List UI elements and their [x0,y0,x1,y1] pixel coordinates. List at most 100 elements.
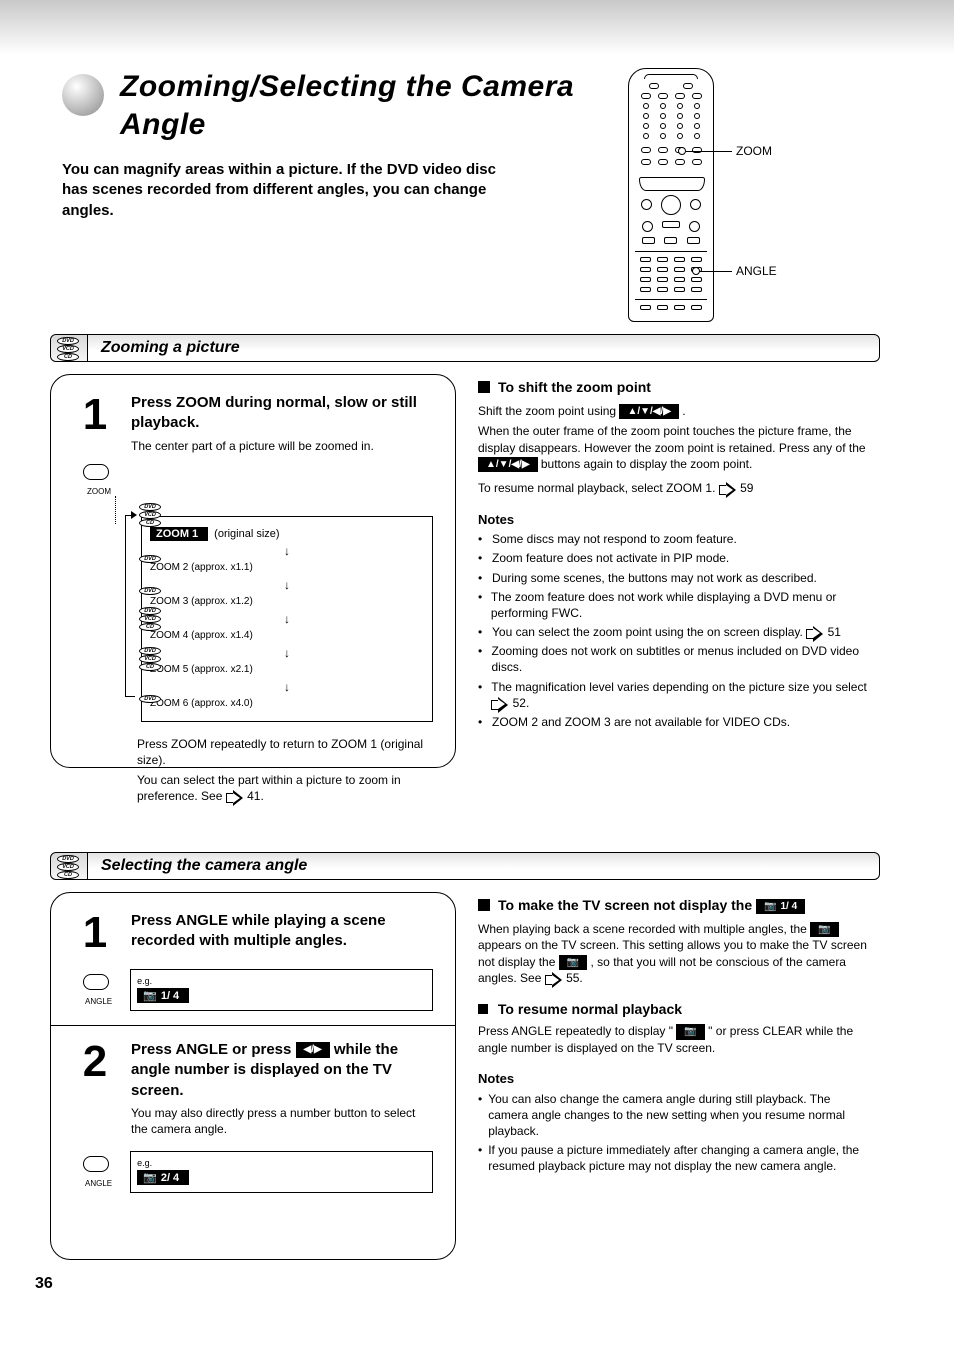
pref-note: You can select the part within a picture… [137,772,433,804]
resume-body-a: Press ANGLE repeatedly to display " [478,1024,673,1038]
side-resume: To resume normal playback, select ZOOM 1… [478,480,868,496]
disc-badge-vcd: VCD [139,511,161,519]
angle-button-label: ANGLE [85,997,112,1006]
disc-badge-vcd: VCD [57,345,79,353]
remote-arc-icon [639,177,705,191]
down-arrow-icon: ↓ [150,681,424,693]
remote-row [637,287,705,292]
step-number: 1 [73,393,117,437]
remote-btn-icon [658,159,668,165]
step-head: Press ZOOM during normal, slow or still … [131,393,433,434]
remote-row [637,305,705,310]
page-ref-arrow-icon [545,972,563,986]
page-ref-arrow-icon [226,790,244,804]
remote-row [637,237,705,244]
side-body-2b: buttons again to display the zoom point. [541,457,752,471]
down-arrow-icon: ↓ [150,545,424,557]
remote-row [637,93,705,99]
osd-row-4: ZOOM 4 (approx. x1.4) [150,625,424,647]
remote-btn-icon [691,287,702,292]
disc-badge-dvd: DVD [139,503,161,511]
disc-badge-dvd: DVD [139,587,161,595]
remote-btn-icon [675,93,685,99]
angle-indicator-pill: 📷 [676,1024,704,1040]
osd-angle-1: e.g. 📷1/ 4 [130,969,433,1011]
resume-body: Press ANGLE repeatedly to display " 📷 " … [478,1023,868,1056]
remote-side-btn [690,199,701,210]
osd-row-6: ZOOM 6 (approx. x4.0) [150,693,424,715]
down-arrow-icon: ↓ [150,613,424,625]
nav-keys-pill: ▲/▼/◀/▶ [478,457,538,473]
disc-badges: DVD VCD CD [57,337,79,361]
remote-btn-icon [657,277,668,282]
remote-btn-icon [641,199,652,210]
remote-btn-icon [658,147,668,153]
notes-heading: Notes [478,1070,868,1088]
step-head-a: Press ANGLE or press [131,1041,296,1058]
osd-row-5: ZOOM 5 (approx. x2.1) [150,659,424,681]
remote-btn-icon [690,199,701,210]
disc-badge-cd: CD [57,353,79,361]
disc-badge-vcd: VCD [139,655,161,663]
side-angle-body: When playing back a scene recorded with … [478,921,868,987]
side-head-text-a: To make the TV screen not display the [498,897,756,913]
angle-indicator-pill: 📷1/ 4 [756,899,805,915]
remote-btn-icon [677,133,683,139]
remote-row [637,113,705,119]
bullet-square-icon [478,381,490,393]
remote-btn-icon [694,133,700,139]
step-sub: The center part of a picture will be zoo… [131,438,433,454]
remote-btn-icon [694,103,700,109]
remote-side-btn [641,199,652,210]
disc-badges: DVD VCD CD [57,855,79,879]
disc-badge-vcd: VCD [139,615,161,623]
disc-badge-dvd: DVD [57,855,79,863]
step-head: Press ANGLE while playing a scene record… [131,911,433,952]
note-item: You can select the zoom point using the … [492,624,841,640]
remote-btn-icon [660,113,666,119]
zoom-button-wrap: ZOOM [83,464,433,496]
remote-btn-icon [692,159,702,165]
note-item: Some discs may not respond to zoom featu… [492,531,737,547]
loop-arrow [125,515,135,697]
angle-button-label: ANGLE [85,1179,112,1188]
page-number: 36 [35,1275,53,1293]
sphere-bullet-icon [62,74,104,116]
osd-badges-row3: DVD [139,579,161,597]
remote-row [637,159,705,165]
remote-btn-icon [677,123,683,129]
section-title-angle: Selecting the camera angle [101,857,307,875]
side-head-text: To shift the zoom point [498,378,651,397]
remote-row [637,257,705,262]
side-head-shift: To shift the zoom point [478,378,868,397]
remote-btn-icon [660,103,666,109]
side-body-1c: . [682,404,685,418]
note-item: During some scenes, the buttons may not … [492,570,817,586]
osd-angle-pill: 📷2/ 4 [137,1170,189,1185]
disc-badge-dvd: DVD [139,647,161,655]
osd-pill-zoom1: ZOOM 1 [150,527,208,541]
step-sub: You may also directly press a number but… [131,1105,433,1137]
remote-btn-icon [674,277,685,282]
resume-head-text: To resume normal playback [498,1001,682,1017]
remote-btn-icon [660,123,666,129]
note-ref: 52 [513,696,526,710]
pref-ref-num: 41 [247,789,260,803]
resume-head: To resume normal playback [478,1000,868,1019]
callout-marker-icon [678,147,686,155]
angle-indicator-pill: 📷 [810,922,838,938]
remote-btn-icon [643,113,649,119]
disc-badge-vcd: VCD [57,863,79,871]
side-head-text: To make the TV screen not display the 📷1… [498,896,805,915]
bullet-square-icon [478,899,490,911]
section-bar-zooming: DVD VCD CD Zooming a picture [50,334,880,362]
notes-list: •Some discs may not respond to zoom feat… [478,531,868,730]
nav-keys-pill: ◀/▶ [296,1042,330,1058]
remote-btn-icon [640,277,651,282]
osd-row-2: ZOOM 2 (approx. x1.1) [150,557,424,579]
note-item: The magnification level varies depending… [491,679,868,711]
zoom-button-label: ZOOM [87,487,433,496]
panel-angle-steps: 1 Press ANGLE while playing a scene reco… [50,892,456,1260]
step-2: 2 Press ANGLE or press ◀/▶ while the ang… [73,1040,433,1137]
nav-keys-pill: ▲/▼/◀/▶ [619,404,679,420]
